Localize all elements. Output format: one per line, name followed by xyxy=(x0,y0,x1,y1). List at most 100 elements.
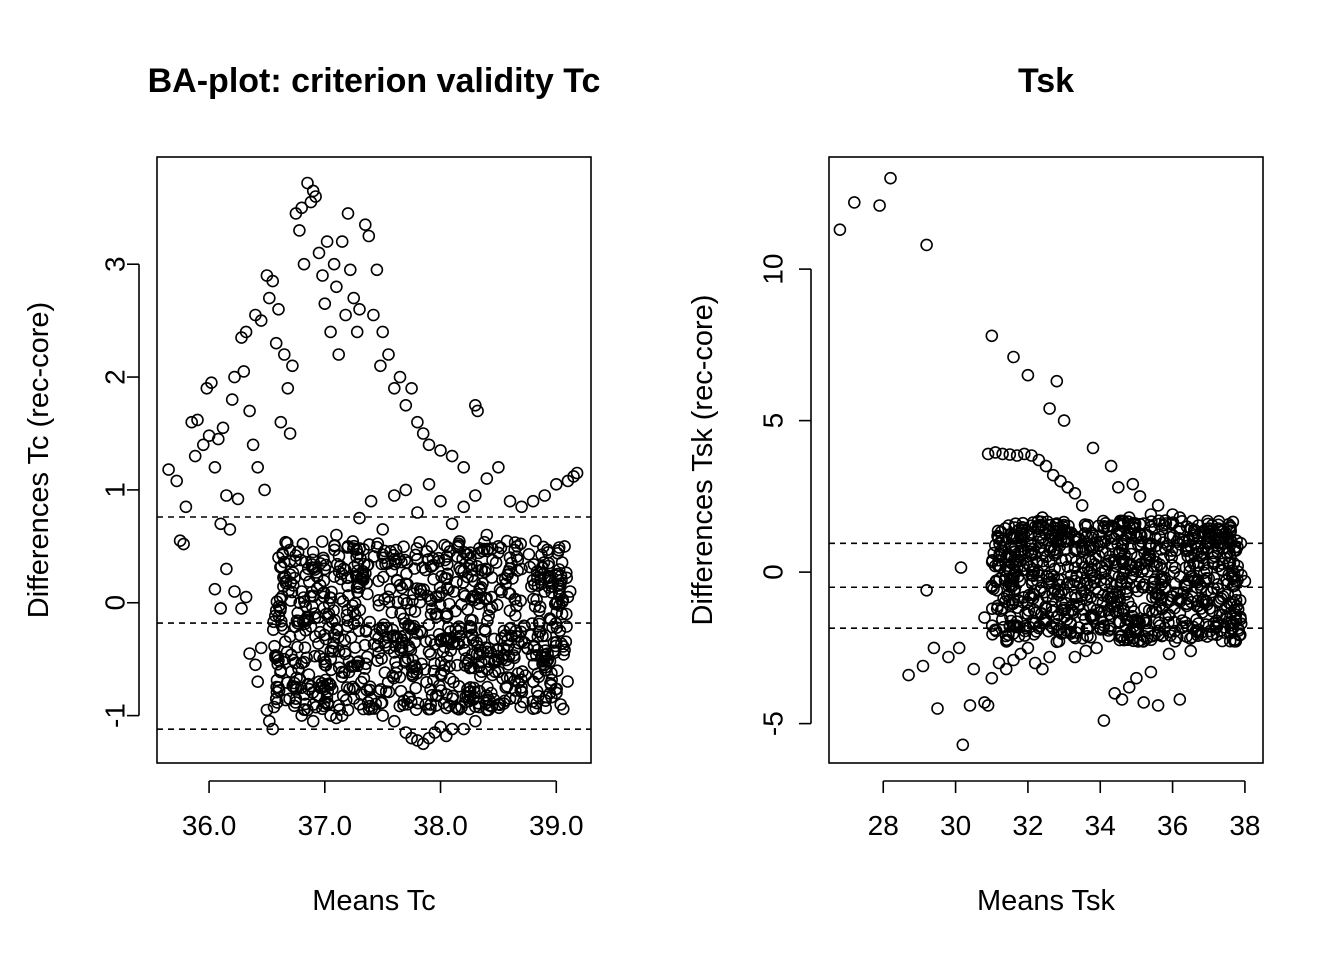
panel-1-dense-point xyxy=(541,559,555,573)
panel-2-dense-point xyxy=(1206,546,1220,560)
panel-1-point-137 xyxy=(503,692,517,706)
panel-1-point-167 xyxy=(526,573,540,587)
panel-1-point-51 xyxy=(320,235,334,248)
panel-1-dense-point xyxy=(280,536,294,550)
panel-1-dense-point xyxy=(511,667,525,680)
panel-1-dense-point xyxy=(302,668,316,681)
panel-1-point-41 xyxy=(293,224,306,237)
panel-1-point-130 xyxy=(434,720,447,734)
panel-1-dense-point xyxy=(449,700,462,714)
panel-1-y-tick-label-0: -1 xyxy=(100,703,131,728)
panel-2-dense-point xyxy=(1234,628,1247,642)
panel-2-dense-point xyxy=(1024,591,1037,604)
panel-2-point-72 xyxy=(999,535,1013,549)
panel-1-point-84 xyxy=(503,494,517,508)
panel-1-dense-point xyxy=(333,592,347,605)
panel-2-point-2 xyxy=(873,199,886,212)
panel-2-dense-point xyxy=(1066,604,1079,618)
panel-1-dense-point xyxy=(285,585,299,599)
panel-2-dense-point xyxy=(1211,578,1224,591)
panel-1-dense-point xyxy=(546,620,559,634)
panel-2-dense-point xyxy=(1097,622,1110,636)
panel-1-point-38 xyxy=(283,427,297,440)
panel-1-dense-point xyxy=(478,565,492,579)
panel-1-dense-point xyxy=(447,675,460,689)
panel-1-dense-point xyxy=(443,672,457,685)
panel-1-point-66 xyxy=(370,263,384,277)
panel-2-dense-point xyxy=(1069,555,1083,568)
panel-1-dense-point xyxy=(301,562,315,576)
panel-2-dense-point xyxy=(1121,631,1134,644)
panel-1-point-72 xyxy=(399,398,413,412)
panel-2-dense-point xyxy=(1183,559,1197,573)
panel-2-point-26 xyxy=(1104,459,1118,473)
panel-1-point-50 xyxy=(318,297,332,311)
panel-2-point-56 xyxy=(1090,641,1103,655)
panel-1-dense-point xyxy=(486,668,499,682)
panel-1-dense-point xyxy=(369,628,382,641)
panel-1-point-62 xyxy=(353,302,366,316)
panel-1-dense-point xyxy=(308,649,322,663)
panel-1-point-83 xyxy=(492,460,505,474)
panel-1-dense-point xyxy=(550,605,564,619)
panel-1-point-117 xyxy=(330,711,343,725)
panel-1-point-145 xyxy=(272,551,285,564)
panel-2-dense-point xyxy=(1159,610,1172,624)
panel-1-point-23 xyxy=(239,325,253,339)
panel-2-dense-point xyxy=(1211,582,1224,596)
panel-2-dense-point xyxy=(1094,610,1108,624)
panel-2-point-44 xyxy=(992,656,1006,670)
panel-1-point-112 xyxy=(301,703,314,717)
panel-1-dense-point xyxy=(553,624,567,638)
panel-1-dense-point xyxy=(299,555,313,569)
panel-1-dense-point xyxy=(480,544,494,558)
panel-1-point-166 xyxy=(515,562,528,576)
panel-1-point-2 xyxy=(173,534,187,548)
panel-1-point-157 xyxy=(411,506,424,519)
panel-1-dense-point xyxy=(284,594,298,607)
panel-2-point-85 xyxy=(1094,535,1107,549)
panel-1-point-120 xyxy=(353,697,366,711)
panel-1-dense-point xyxy=(336,595,350,608)
panel-1-dense-point xyxy=(463,685,476,699)
panel-1-point-14 xyxy=(214,517,227,531)
panel-2-dense-point xyxy=(1212,514,1226,528)
panel-2-dense-point xyxy=(1064,616,1077,630)
panel-2-dense-point xyxy=(1227,595,1240,609)
panel-2-dense-point xyxy=(1012,629,1026,643)
panel-2-dense-point xyxy=(1026,562,1040,576)
panel-1-point-52 xyxy=(324,325,337,339)
panel-1-dense-point xyxy=(514,537,528,551)
panel-2-dense-point xyxy=(1098,565,1112,579)
panel-2-point-60 xyxy=(1122,680,1136,694)
panel-2-point-96 xyxy=(1173,511,1187,524)
panel-1-dense-point xyxy=(296,537,310,551)
panel-2-dense-point xyxy=(1113,615,1127,629)
panel-1-dense-point xyxy=(461,682,474,696)
panel-2-point-50 xyxy=(1036,662,1049,676)
panel-1-dense-point xyxy=(528,600,542,613)
panel-2-dense-point xyxy=(1192,559,1205,572)
panel-1-point-149 xyxy=(318,562,332,576)
panel-2-dense-point xyxy=(1047,570,1061,583)
panel-2-point-35 xyxy=(942,650,955,664)
panel-2-point-66 xyxy=(1173,693,1187,706)
panel-1-dense-point xyxy=(550,664,564,678)
panel-1-dense-point xyxy=(305,558,319,571)
panel-1-dense-point xyxy=(500,679,514,693)
panel-1-dense-point xyxy=(458,589,472,603)
panel-1-dense-point xyxy=(344,631,358,644)
panel-1-dense-point xyxy=(425,688,439,702)
panel-1-point-155 xyxy=(387,489,401,502)
panel-1-point-5 xyxy=(185,415,198,429)
panel-1-dense-point xyxy=(382,685,396,699)
panel-1-dense-point xyxy=(547,644,561,658)
panel-2-dense-point xyxy=(1229,611,1242,625)
panel-2-point-7 xyxy=(1021,368,1035,382)
panel-1-point-99 xyxy=(249,658,262,672)
panel-2-point-76 xyxy=(1028,520,1042,534)
panel-1-dense-point xyxy=(312,637,325,650)
panel-1-dense-point xyxy=(321,685,335,698)
panel-1-x-tick-label-2: 38.0 xyxy=(413,810,468,841)
